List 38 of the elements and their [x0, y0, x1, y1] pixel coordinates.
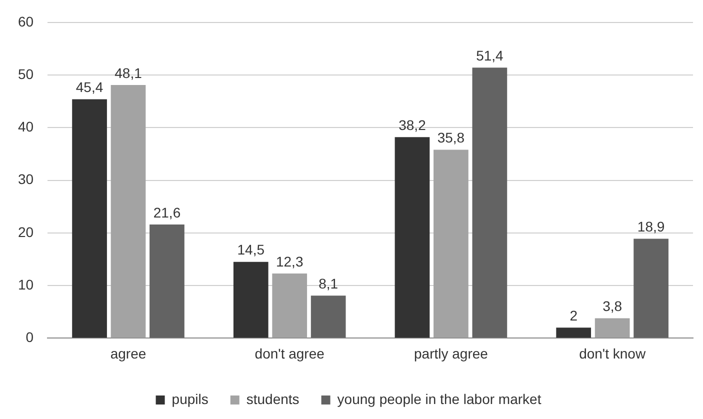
- bar: [594, 318, 630, 338]
- data-label: 14,5: [237, 242, 265, 258]
- bar: [272, 273, 308, 338]
- legend-label: students: [246, 390, 300, 407]
- data-label: 18,9: [637, 218, 665, 235]
- bar: [110, 85, 146, 338]
- bar: [556, 328, 592, 338]
- y-tick-label: 60: [18, 13, 34, 30]
- data-label: 2: [570, 308, 578, 324]
- x-tick-label: don't agree: [254, 345, 325, 362]
- y-tick-label: 0: [26, 329, 34, 346]
- y-tick-label: 40: [18, 118, 34, 135]
- data-label: 45,4: [76, 79, 104, 96]
- bar: [233, 262, 268, 338]
- data-label: 35,8: [437, 130, 465, 146]
- y-tick-label: 20: [18, 224, 34, 240]
- x-tick-label: don't know: [579, 345, 646, 362]
- data-label: 3,8: [602, 298, 622, 314]
- legend-label: pupils: [172, 390, 208, 407]
- legend-label: young people in the labor market: [337, 390, 542, 407]
- y-tick-label: 10: [18, 276, 34, 292]
- bar: [150, 224, 184, 338]
- data-label: 12,3: [276, 253, 304, 270]
- bar: [634, 238, 668, 338]
- bar: [434, 150, 468, 338]
- x-tick-label: agree: [110, 345, 146, 362]
- y-tick-label: 30: [18, 171, 34, 188]
- x-tick-label: partly agree: [414, 345, 488, 362]
- bar: [472, 68, 508, 338]
- data-label: 8,1: [318, 275, 338, 292]
- data-label: 38,2: [398, 117, 426, 133]
- bar: [394, 137, 430, 338]
- y-tick-label: 50: [18, 66, 34, 82]
- bar: [310, 296, 346, 338]
- bar: [72, 99, 107, 338]
- data-label: 51,4: [476, 48, 504, 64]
- data-label: 21,6: [153, 204, 181, 220]
- data-label: 48,1: [114, 64, 142, 81]
